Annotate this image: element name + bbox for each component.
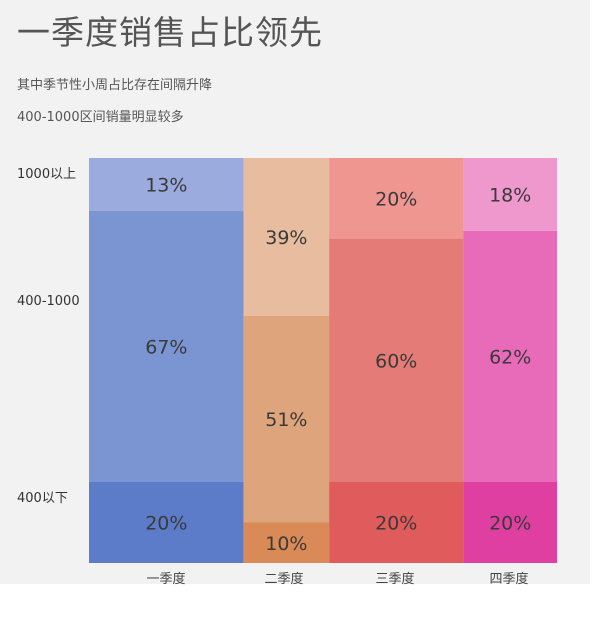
bar-segment-q4-high [463,158,557,231]
chart-title: 一季度销售占比领先 [17,13,323,52]
bar-segment-q1-low [89,482,244,563]
segment-label-low: 400以下 [17,491,68,506]
chart-subtitle-2: 400-1000区间销量明显较多 [17,110,184,125]
bar-segment-q1-high [89,158,244,211]
x-tick-q4: 四季度 [489,572,529,587]
chart-card: 一季度销售占比领先 其中季节性小周占比存在间隔升降 400-1000区间销量明显… [0,0,590,587]
data-label-q4-low: 20% [489,513,531,535]
marimekko-plot: 20% 67% 13% 10% 51% 39% 20% 60% 20% 20% 62% 18% [89,158,557,563]
chart-subtitle-1: 其中季节性小周占比存在间隔升降 [17,78,213,93]
segment-label-mid: 400-1000 [17,294,80,309]
x-tick-q2: 二季度 [264,572,304,587]
x-tick-q1: 一季度 [146,572,186,587]
data-label-q3-low: 20% [375,513,417,535]
bar-segment-q4-low [463,482,557,563]
bar-segment-q3-low [329,482,464,563]
segment-label-high: 1000以上 [17,167,77,182]
bar-segment-q2-mid [243,315,330,523]
data-label-q2-mid: 51% [265,409,307,431]
data-label-q1-high: 13% [145,174,187,196]
data-label-q1-mid: 67% [145,336,187,358]
data-label-q2-low: 10% [265,533,307,555]
data-label-q4-mid: 62% [489,346,531,368]
data-label-q1-low: 20% [145,513,187,535]
bar-segment-q3-mid [329,239,464,482]
data-label-q3-high: 20% [375,189,417,211]
bar-segment-q2-low [243,522,330,563]
bar-segment-q1-mid [89,210,244,482]
bar-segment-q2-high [243,158,330,316]
data-label-q4-high: 18% [489,184,531,206]
bar-segment-q3-high [329,158,464,239]
x-tick-q3: 三季度 [375,572,415,587]
bar-segment-q4-mid [463,230,557,482]
data-label-q2-high: 39% [265,227,307,249]
data-label-q3-mid: 60% [375,351,417,373]
